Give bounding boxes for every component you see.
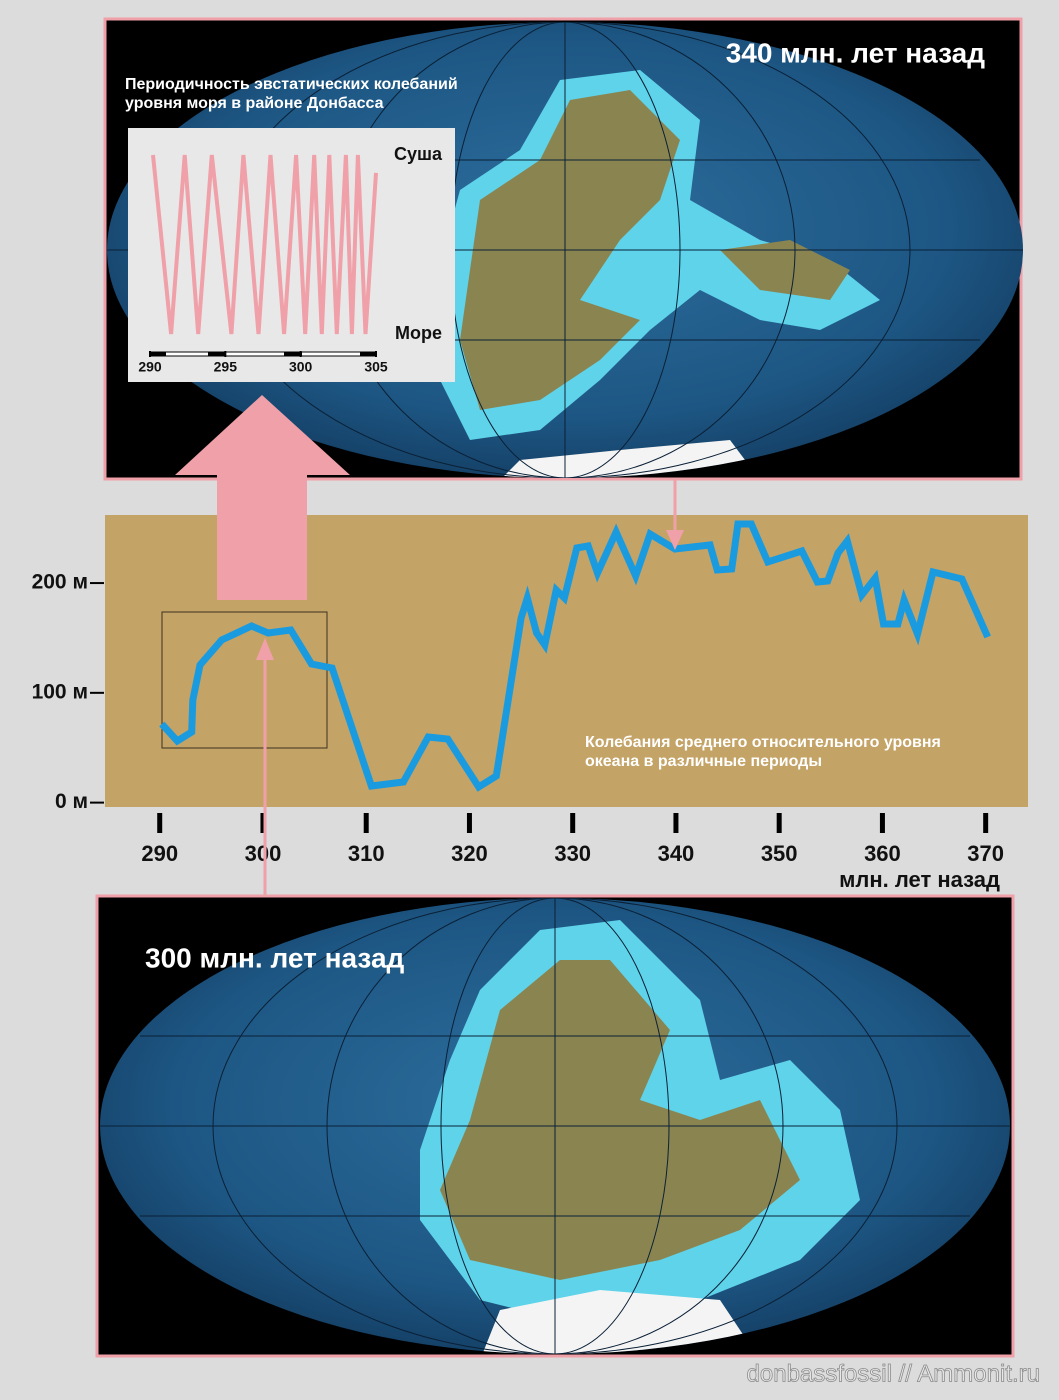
x-tick-label: 340 [658, 841, 695, 866]
x-tick-label: 320 [451, 841, 488, 866]
data-line [151, 154, 378, 335]
x-axis-label: млн. лет назад [839, 867, 1000, 892]
x-tick-label: 290 [141, 841, 178, 866]
map-bottom: 300 млн. лет назад [95, 894, 1015, 1358]
highlight-frame [161, 611, 328, 749]
x-tick-label: 370 [967, 841, 1004, 866]
arrow-head [256, 638, 274, 660]
inset-title: уровня моря в районе Донбасса [125, 95, 384, 112]
x-tick-label: 295 [214, 359, 238, 375]
x-tick-label: 300 [245, 841, 282, 866]
y-tick-label: 0 м [55, 790, 88, 813]
inset-title: Периодичность эвстатических колебаний [125, 76, 458, 93]
map-title: 300 млн. лет назад [145, 942, 405, 973]
y-tick-label: Море [395, 323, 442, 343]
x-tick-label: 290 [138, 359, 162, 375]
y-tick-label: 200 м [32, 571, 88, 594]
y-tick-label: 100 м [32, 680, 88, 703]
x-tick-label: 350 [761, 841, 798, 866]
data-line [159, 520, 991, 792]
watermark: donbassfossil // Ammonit.ru [747, 1360, 1040, 1387]
big-arrow [175, 395, 350, 600]
x-tick-label: 305 [364, 359, 388, 375]
x-tick-label: 330 [554, 841, 591, 866]
annotation: Колебания среднего относительного уровня [585, 734, 941, 751]
x-tick-label: 360 [864, 841, 901, 866]
annotation: океана в различные периоды [585, 753, 822, 770]
x-tick-label: 300 [289, 359, 313, 375]
x-tick-label: 310 [348, 841, 385, 866]
map-title: 340 млн. лет назад [726, 37, 986, 68]
inset-chart: Периодичность эвстатических колебаний уро… [125, 76, 458, 374]
arrow-head [666, 530, 684, 550]
main-chart: 0 м 100 м 200 м 290 300 310 320 330 340 350 360 370… [32, 520, 1004, 892]
y-tick-label: Суша [394, 144, 443, 164]
